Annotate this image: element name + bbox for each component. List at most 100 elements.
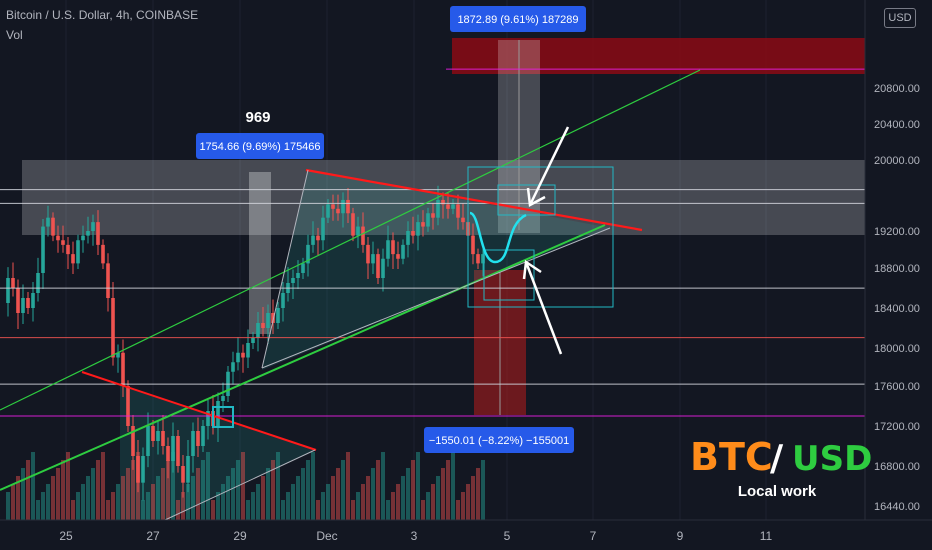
subtitle: Local work [738, 483, 817, 500]
volume-bar [391, 492, 395, 520]
candle-body [421, 222, 425, 227]
volume-bar [186, 484, 190, 520]
volume-bar [81, 484, 85, 520]
candle-body [66, 244, 70, 255]
volume-bar [306, 460, 310, 520]
price-axis-ticks: 16440.00 16800.00 17200.00 17600.00 18000.00… [874, 83, 920, 513]
price-tick-label: 18400.00 [874, 303, 920, 315]
candle-body [156, 431, 160, 441]
volume-bar [411, 460, 415, 520]
candle-body [346, 199, 350, 214]
time-axis-ticks: 25 27 29 Dec 3 5 7 9 11 [59, 529, 772, 543]
volume-bar [406, 468, 410, 520]
volume-bar [171, 452, 175, 520]
volume-bar [371, 468, 375, 520]
volume-bar [426, 492, 430, 520]
volume-bar [461, 492, 465, 520]
volume-bar [446, 460, 450, 520]
candle-body [196, 431, 200, 446]
time-tick-label: 11 [760, 529, 773, 543]
candle-body [31, 293, 35, 308]
price-tick-label: 17200.00 [874, 421, 920, 433]
candle-body [151, 426, 155, 441]
time-axis[interactable] [0, 520, 932, 550]
symbol-title[interactable]: Bitcoin / U.S. Dollar, 4h, COINBASE [6, 8, 199, 22]
volume-bar [341, 460, 345, 520]
target-box-lower [483, 249, 535, 301]
candle-body [41, 226, 45, 273]
brand-usd: USD [792, 439, 872, 479]
volume-bar [66, 452, 70, 520]
volume-bar [361, 484, 365, 520]
range-down-label-box [424, 427, 574, 453]
volume-bar [366, 476, 370, 520]
candle-body [241, 352, 245, 358]
candle-body [141, 456, 145, 483]
candle-body [391, 240, 395, 255]
candle-body [261, 323, 265, 328]
candle-body [106, 263, 110, 298]
triangle-edge [261, 169, 309, 369]
candle-body [86, 231, 90, 236]
time-tick-label: 5 [504, 529, 511, 543]
candle-body [481, 254, 485, 264]
candle-body [96, 222, 100, 245]
price-tick-label: 20400.00 [874, 119, 920, 131]
range-up-label-box [450, 6, 586, 32]
candle-body [26, 298, 30, 308]
candle-body [181, 466, 185, 483]
time-tick-label: Dec [316, 529, 337, 543]
candle-body [396, 254, 400, 259]
volume-bar [146, 492, 150, 520]
candle-body [146, 426, 150, 456]
candle-body [36, 273, 40, 293]
volume-bar [176, 500, 180, 520]
volume-bar [421, 500, 425, 520]
time-tick-label: 27 [146, 529, 160, 543]
candle-body [21, 298, 25, 313]
volume-bar [16, 476, 20, 520]
volume-bar [131, 460, 135, 520]
volume-bar [151, 484, 155, 520]
volume-bar [101, 452, 105, 520]
volume-bar [331, 476, 335, 520]
candle-body [51, 217, 55, 236]
arrow-down-icon [526, 126, 570, 207]
volume-bar [116, 484, 120, 520]
triangle-pattern-2 [120, 385, 315, 520]
volume-bar [291, 484, 295, 520]
candle-body [331, 204, 335, 209]
candle-body [431, 213, 435, 218]
volume-bar [96, 460, 100, 520]
price-tick-label: 17600.00 [874, 381, 920, 393]
candle-body [161, 431, 165, 446]
candle-body [16, 288, 20, 313]
volume-bar [386, 500, 390, 520]
volume-bar [256, 484, 260, 520]
price-tick-label: 19200.00 [874, 226, 920, 238]
candle-body [296, 273, 300, 278]
candle-body [356, 226, 360, 236]
candle-body [326, 204, 330, 218]
count-label: 969 [245, 109, 270, 126]
price-axis[interactable] [865, 0, 932, 520]
candle-body [456, 204, 460, 218]
candle-body [6, 278, 10, 303]
time-tick-label: 25 [59, 529, 73, 543]
volume-bar [376, 460, 380, 520]
candle-body [381, 258, 385, 278]
volume-bar [351, 500, 355, 520]
volume-bar [106, 500, 110, 520]
volume-bar [166, 460, 170, 520]
volume-bar [266, 468, 270, 520]
volume-bar [51, 476, 55, 520]
time-tick-label: 3 [411, 529, 418, 543]
currency-button[interactable]: USD [884, 8, 916, 28]
volume-bar [471, 476, 475, 520]
candle-body [116, 352, 120, 358]
candle-body [291, 278, 295, 283]
range-left-label-box [196, 133, 324, 159]
candle-body [406, 231, 410, 245]
volume-bar [211, 500, 215, 520]
